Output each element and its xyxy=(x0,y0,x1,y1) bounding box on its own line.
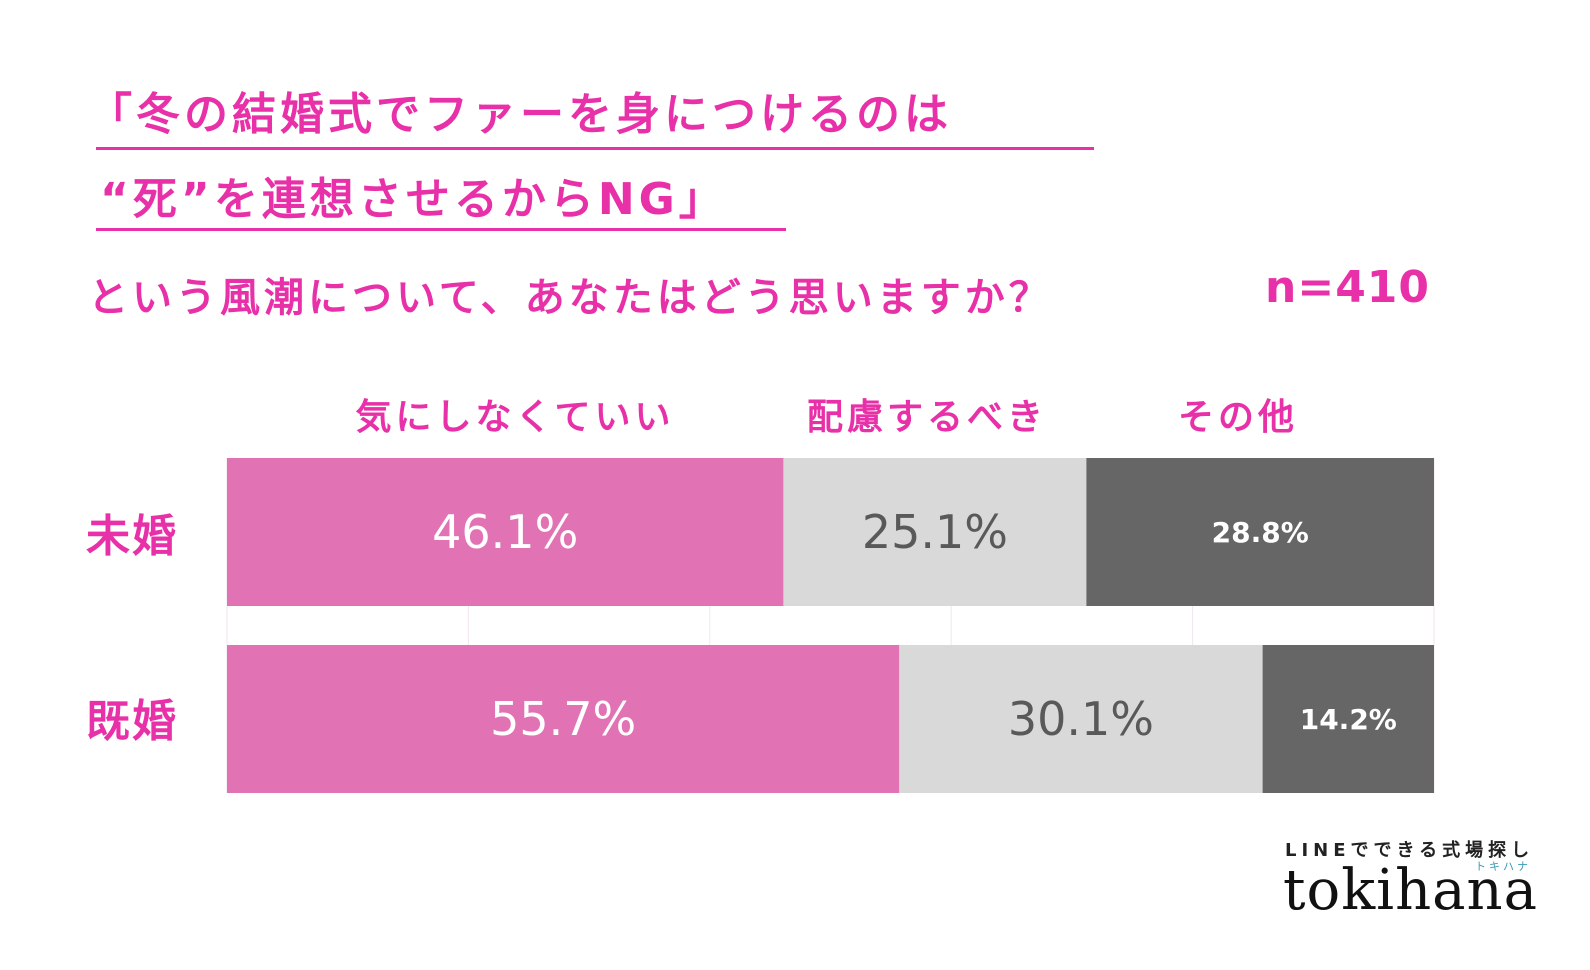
legend-label-1: 気にしなくていい xyxy=(355,397,675,438)
row-label-unmarried: 未婚 xyxy=(86,511,178,562)
data-label: 46.1% xyxy=(432,505,578,559)
brand-tagline: LINEでできる式場探し xyxy=(1285,840,1535,861)
sample-size: n=410 xyxy=(1265,262,1431,313)
title-line-2: “死”を連想させるからNG」 xyxy=(100,174,727,225)
brand-kana: トキハナ xyxy=(1475,860,1531,873)
data-label: 55.7% xyxy=(490,692,636,746)
bar-segment xyxy=(227,645,900,793)
row-label-married: 既婚 xyxy=(86,696,178,747)
legend-label-3: その他 xyxy=(1177,397,1299,438)
bar-segment xyxy=(227,458,784,606)
title-line-1: 「冬の結婚式でファーを身につけるのは xyxy=(88,89,952,140)
data-label: 30.1% xyxy=(1008,692,1154,746)
data-label: 28.8% xyxy=(1212,516,1309,549)
legend-label-2: 配慮するべき xyxy=(806,397,1048,438)
bar-segment xyxy=(1262,645,1434,793)
bar-segment xyxy=(1086,458,1434,606)
survey-question: という風潮について、あなたはどう思いますか？ xyxy=(88,275,1053,321)
brand-logo: tokihana xyxy=(1283,858,1538,923)
data-label: 25.1% xyxy=(862,505,1008,559)
data-label: 14.2% xyxy=(1300,703,1397,736)
bar-segment xyxy=(783,458,1087,606)
title-underline-1 xyxy=(96,147,1094,150)
title-underline-2 xyxy=(96,228,786,231)
bar-segment xyxy=(899,645,1263,793)
